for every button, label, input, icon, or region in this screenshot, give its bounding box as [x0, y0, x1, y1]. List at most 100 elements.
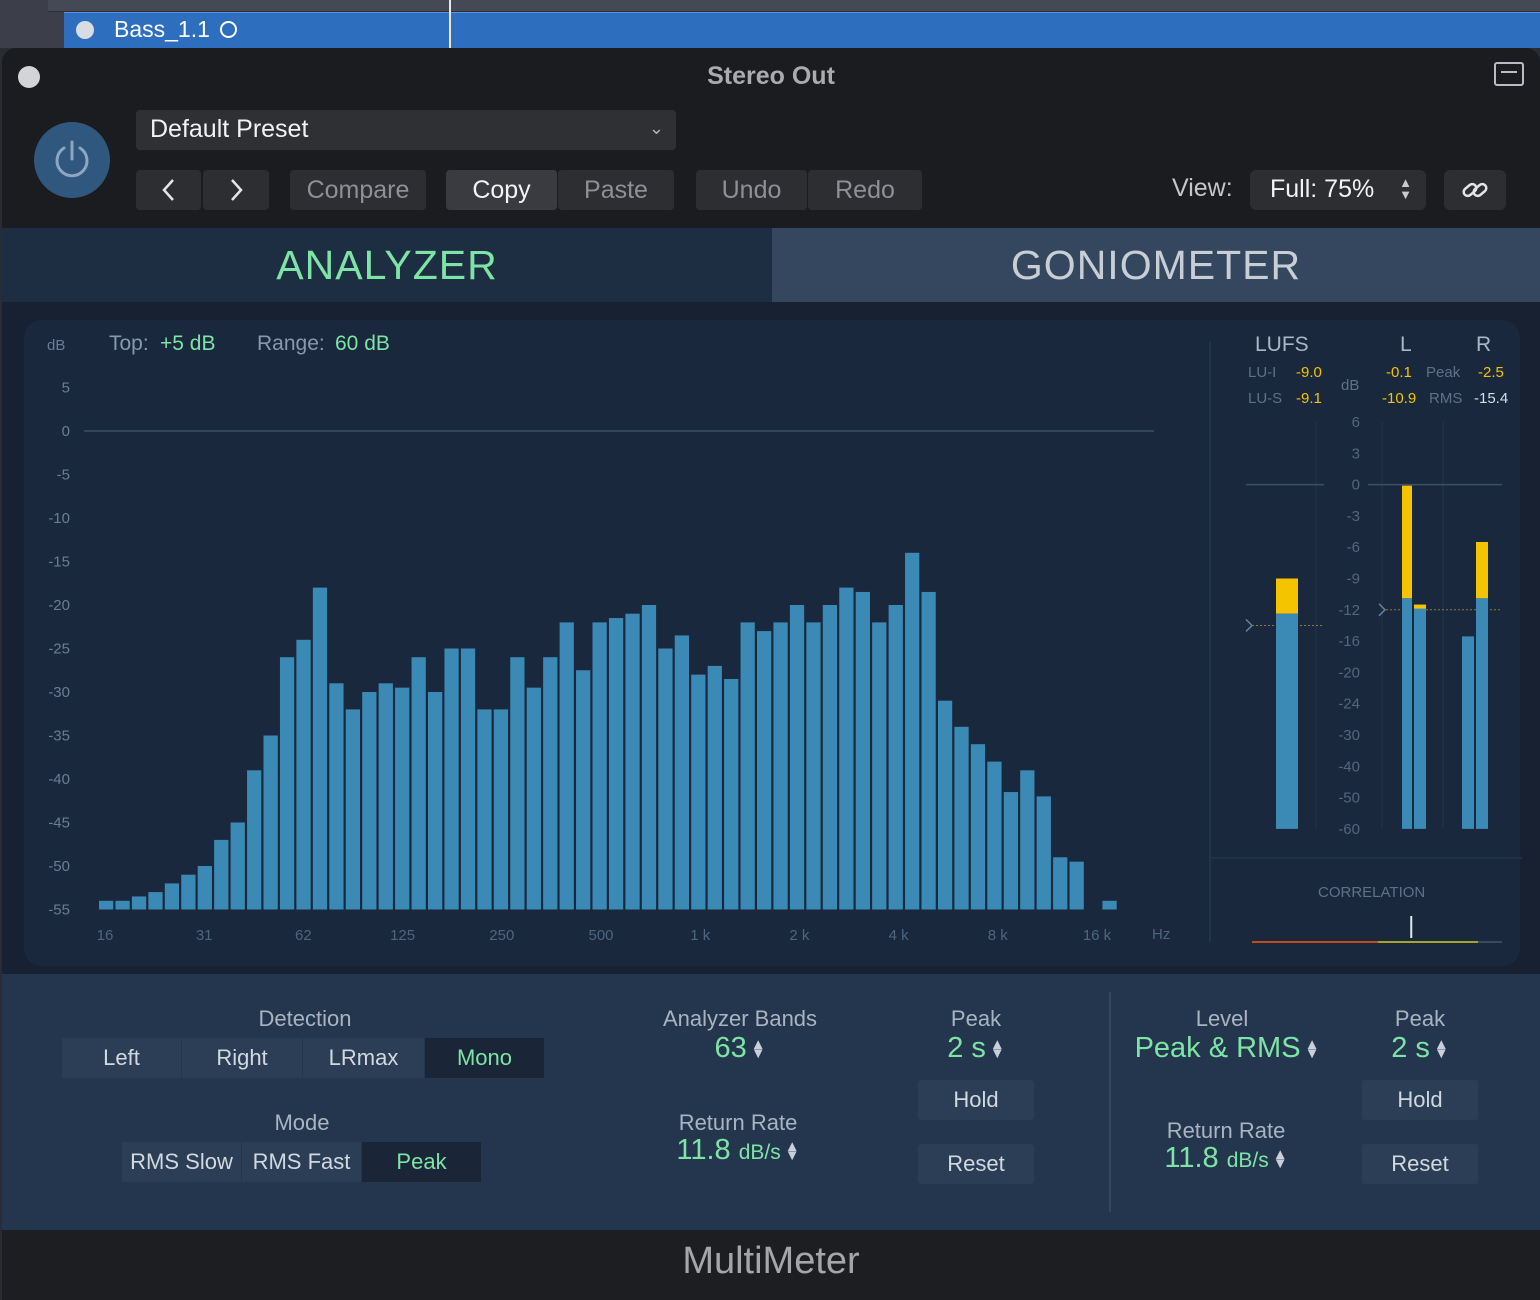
meter-scale-label: -50 [1338, 790, 1360, 807]
detection-right[interactable]: Right [182, 1038, 303, 1078]
lus-value: -9.1 [1296, 390, 1322, 407]
spectrum-bar [263, 735, 278, 910]
previous-preset-button[interactable] [136, 170, 202, 210]
spectrum-bar [214, 839, 229, 910]
analyzer-reset-button[interactable]: Reset [918, 1144, 1034, 1184]
next-preset-button[interactable] [203, 170, 269, 210]
chevron-right-icon [231, 179, 243, 201]
top-label: Top: [109, 332, 149, 355]
level-hold-button[interactable]: Hold [1362, 1080, 1478, 1120]
spectrum-bars [99, 552, 1117, 910]
spectrum-bar [197, 866, 212, 910]
mode-peak[interactable]: Peak [362, 1142, 482, 1182]
meter-scale-label: 6 [1352, 414, 1360, 431]
view-size-value: Full: 75% [1270, 175, 1375, 203]
spectrum-bar [576, 670, 591, 910]
spectrum-bar [312, 587, 328, 910]
spectrum-bar [164, 883, 180, 910]
chevron-down-icon: ⌄ [648, 118, 664, 138]
view-size-select[interactable]: Full: 75% ▲ ▼ [1250, 170, 1426, 210]
expand-icon[interactable] [1494, 62, 1524, 86]
analyzer-return-rate-value: 11.8 [676, 1134, 731, 1166]
meter-scale-label: -24 [1338, 696, 1360, 713]
mode-rms-slow[interactable]: RMS Slow [122, 1142, 242, 1182]
level-return-rate-unit: dB/s [1226, 1149, 1269, 1172]
meter-scale-label: 0 [1352, 477, 1360, 494]
level-select[interactable]: Peak & RMS ▲ ▼ [1112, 1032, 1342, 1065]
level-reset-button[interactable]: Reset [1362, 1144, 1478, 1184]
y-axis-ticks: 5 0 -5 -10 -15 -20 -25 -30 -35 -40 -45 -50 -55 [48, 380, 70, 919]
y-tick-label: -35 [48, 728, 70, 745]
stepper-arrows-icon: ▲ ▼ [784, 1138, 800, 1165]
spectrum-bar [822, 605, 838, 910]
level-peak-value: 2 s [1391, 1032, 1430, 1064]
link-icon [1462, 182, 1488, 198]
stepper-arrows-icon: ▲ ▼ [1433, 1036, 1449, 1063]
y-tick-label: -25 [48, 641, 70, 658]
right-peak-bar [1476, 541, 1488, 599]
spectrum-bar [428, 692, 443, 910]
top-value[interactable]: +5 dB [160, 332, 215, 355]
analyzer-hold-button[interactable]: Hold [918, 1080, 1034, 1120]
r-rms-value: -15.4 [1474, 390, 1508, 407]
preset-dropdown[interactable]: Default Preset ⌄ [136, 110, 676, 150]
right-rms-bar [1462, 636, 1474, 829]
x-tick-label: 16 [97, 927, 114, 944]
detection-left[interactable]: Left [62, 1038, 182, 1078]
timeline-ruler[interactable] [48, 0, 1540, 12]
playhead[interactable] [449, 0, 451, 48]
spectrum-bar [115, 900, 130, 910]
analyzer-display: dB Top: +5 dB Range: 60 dB 50-5-10-15-20… [47, 332, 1522, 944]
analyzer-peak-value: 2 s [947, 1032, 986, 1064]
level-value: Peak & RMS [1134, 1032, 1301, 1064]
spectrum-bar [345, 709, 360, 910]
region-name: Bass_1.1 [114, 16, 210, 42]
analyzer-bands-select[interactable]: 63 ▲ ▼ [660, 1032, 820, 1065]
stepper-arrows-icon: ▲ ▼ [1272, 1146, 1288, 1173]
y-tick-label: -45 [48, 815, 70, 832]
analyzer-peak-select[interactable]: 2 s ▲ ▼ [906, 1032, 1046, 1065]
spectrum-bar [1020, 770, 1035, 910]
close-button[interactable] [18, 66, 40, 88]
detection-label: Detection [258, 1006, 352, 1031]
x-tick-label: 125 [390, 927, 415, 944]
audio-region[interactable] [64, 12, 1540, 48]
spectrum-bar [691, 674, 706, 910]
range-label: Range: [257, 332, 325, 355]
link-button[interactable] [1444, 170, 1506, 210]
mode-rms-fast[interactable]: RMS Fast [242, 1142, 362, 1182]
chevron-left-icon [161, 179, 174, 201]
y-tick-label: -15 [48, 554, 70, 571]
spectrum-bar [411, 657, 426, 910]
right-level-bar [1476, 598, 1488, 829]
stepper-arrows-icon: ▲ ▼ [1304, 1036, 1320, 1063]
copy-button[interactable]: Copy [446, 170, 558, 210]
tab-analyzer[interactable]: ANALYZER [2, 228, 772, 302]
x-tick-label: 8 k [988, 927, 1009, 944]
meter-scale-label: -12 [1338, 602, 1360, 619]
analyzer-return-rate-select[interactable]: 11.8 dB/s ▲ ▼ [638, 1134, 838, 1167]
detection-mono[interactable]: Mono [425, 1038, 545, 1078]
lufs-peak-bar [1276, 578, 1298, 614]
spectrum-bar [543, 657, 558, 910]
spectrum-bar [757, 631, 772, 910]
paste-button[interactable]: Paste [558, 170, 674, 210]
range-value[interactable]: 60 dB [335, 332, 390, 355]
meter-scale-label: -40 [1338, 758, 1360, 775]
left-rms-bar [1414, 604, 1426, 829]
level-peak-select[interactable]: 2 s ▲ ▼ [1350, 1032, 1490, 1065]
undo-button[interactable]: Undo [696, 170, 808, 210]
loop-icon[interactable] [220, 21, 237, 38]
level-return-rate-select[interactable]: 11.8 dB/s ▲ ▼ [1126, 1142, 1326, 1175]
spectrum-bar [888, 605, 903, 910]
detection-lrmax[interactable]: LRmax [303, 1038, 425, 1078]
tab-goniometer[interactable]: GONIOMETER [772, 228, 1540, 302]
compare-button[interactable]: Compare [290, 170, 426, 210]
redo-button[interactable]: Redo [808, 170, 922, 210]
analyzer-bands-label: Analyzer Bands [662, 1006, 818, 1031]
y-tick-label: -20 [48, 597, 70, 614]
power-button[interactable] [34, 122, 110, 198]
meter-scale-label: -3 [1347, 508, 1360, 525]
preset-name: Default Preset [150, 115, 309, 143]
spectrum-bar [954, 726, 969, 910]
